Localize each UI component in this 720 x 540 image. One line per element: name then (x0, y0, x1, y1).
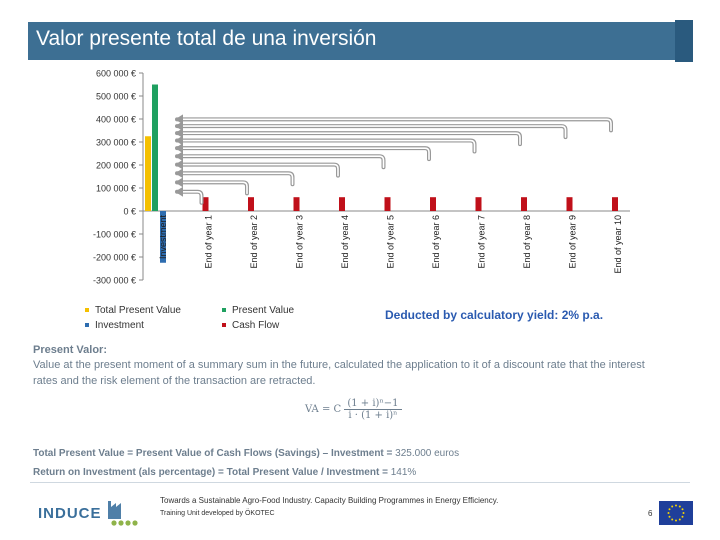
legend-cash-flow: Cash Flow (222, 320, 279, 331)
legend-swatch-blue (85, 323, 89, 328)
tpv-value: 325.000 euros (395, 448, 460, 459)
deducted-label: Deducted by calculatory yield: 2% p.a. (385, 308, 604, 322)
y-tick-label: -300 000 € (93, 276, 136, 286)
bar-cash-flow (202, 197, 209, 211)
bar-cash-flow (339, 197, 345, 211)
present-value-heading: Present Valor: (33, 344, 107, 356)
y-tick-label: 400 000 € (96, 115, 136, 125)
induce-logo: INDUCE (38, 497, 158, 527)
bar-cash-flow (612, 197, 618, 211)
x-category-label: End of year 8 (522, 215, 532, 269)
logo-text: INDUCE (38, 505, 102, 522)
bar-present-value (152, 84, 158, 211)
y-tick-label: 100 000 € (96, 184, 136, 194)
bar-cash-flow (384, 197, 391, 211)
discount-bracket-inner (176, 132, 521, 145)
y-tick-label: 600 000 € (96, 69, 136, 79)
discount-arrowhead (175, 114, 183, 125)
x-category-label: End of year 6 (431, 215, 441, 269)
discount-bracket-inner (176, 147, 430, 160)
roi-label: Return on Investment (als percentage) = … (33, 467, 391, 478)
present-value-formula: VA = C (1 + i)ⁿ−1 i · (1 + i)ⁿ (305, 398, 402, 421)
title-bar: Valor presente total de una inversión (28, 22, 688, 60)
x-category-label: End of year 9 (568, 215, 578, 269)
present-value-chart: 600 000 € 500 000 € 400 000 € 300 000 € 200 … (93, 69, 630, 286)
page-title: Valor presente total de una inversión (36, 27, 377, 50)
discount-bracket-inner (176, 181, 248, 195)
y-tick-label: 0 € (123, 207, 136, 217)
discount-bracket-inner (176, 118, 612, 132)
formula-lhs: VA = C (305, 404, 342, 415)
discount-arrowhead (175, 151, 183, 162)
present-value-text: Value at the present moment of a summary… (33, 359, 645, 387)
footer-project-line: Towards a Sustainable Agro-Food Industry… (160, 496, 499, 505)
discount-bracket-inner (176, 125, 567, 138)
y-tick-label: -200 000 € (93, 253, 136, 263)
x-category-label: End of year 2 (249, 215, 259, 269)
legend-swatch-red (222, 323, 226, 328)
eu-flag-icon (659, 501, 693, 525)
x-category-label: Investment (158, 215, 168, 260)
legend-swatch-yellow (85, 308, 89, 313)
total-present-value-line: Total Present Value = Present Value of C… (33, 448, 459, 459)
x-category-label: End of year 7 (477, 215, 487, 269)
y-tick-label: 500 000 € (96, 92, 136, 102)
discount-bracket-inner (176, 163, 339, 177)
legend-total-present-value: Total Present Value (85, 305, 181, 316)
title-accent (675, 20, 693, 62)
discount-arrowhead (175, 143, 183, 154)
x-category-label: End of year 3 (295, 215, 305, 269)
bar-cash-flow (566, 197, 573, 211)
bar-cash-flow (430, 197, 436, 211)
logo-graphic (108, 501, 138, 526)
discount-bracket-inner (176, 139, 476, 153)
legend-investment: Investment (85, 320, 144, 331)
page-number: 6 (648, 509, 653, 518)
tpv-label: Total Present Value = Present Value of C… (33, 448, 396, 459)
x-category-label: End of year 10 (613, 215, 623, 274)
discount-arrowhead (175, 128, 183, 139)
bar-cash-flow (248, 197, 254, 211)
discount-bracket-inner (176, 155, 385, 169)
y-tick-label: 300 000 € (96, 138, 136, 148)
discount-arrowhead (175, 177, 183, 188)
discount-arrowhead (175, 135, 183, 146)
discount-bracket-inner (176, 172, 294, 186)
formula-denominator: i · (1 + i)ⁿ (348, 410, 398, 421)
roi-line: Return on Investment (als percentage) = … (33, 467, 416, 478)
bar-cash-flow (521, 197, 527, 211)
x-category-label: End of year 1 (204, 215, 214, 269)
discount-arrowhead (175, 159, 183, 170)
bar-cash-flow (293, 197, 300, 211)
discount-arrowhead (175, 168, 183, 179)
formula-numerator: (1 + i)ⁿ−1 (344, 398, 402, 410)
y-tick-label: 200 000 € (96, 161, 136, 171)
bar-investment (160, 211, 166, 263)
eu-stars (667, 504, 685, 522)
discount-arrowhead (175, 121, 183, 132)
bar-cash-flow (475, 197, 482, 211)
discount-arrowhead (175, 186, 183, 197)
roi-value: 141% (390, 467, 417, 478)
footer-divider (30, 482, 690, 483)
legend-swatch-green (222, 308, 226, 313)
discount-bracket-inner (176, 190, 203, 204)
bar-total-present-value (145, 136, 151, 211)
x-category-label: End of year 4 (340, 215, 350, 269)
footer-developer-line: Training Unit developed by ÖKOTEC (160, 510, 275, 517)
formula-fraction: (1 + i)ⁿ−1 i · (1 + i)ⁿ (344, 398, 402, 421)
x-category-label: End of year 5 (386, 215, 396, 269)
y-tick-label: -100 000 € (93, 230, 136, 240)
legend-present-value: Present Value (222, 305, 294, 316)
